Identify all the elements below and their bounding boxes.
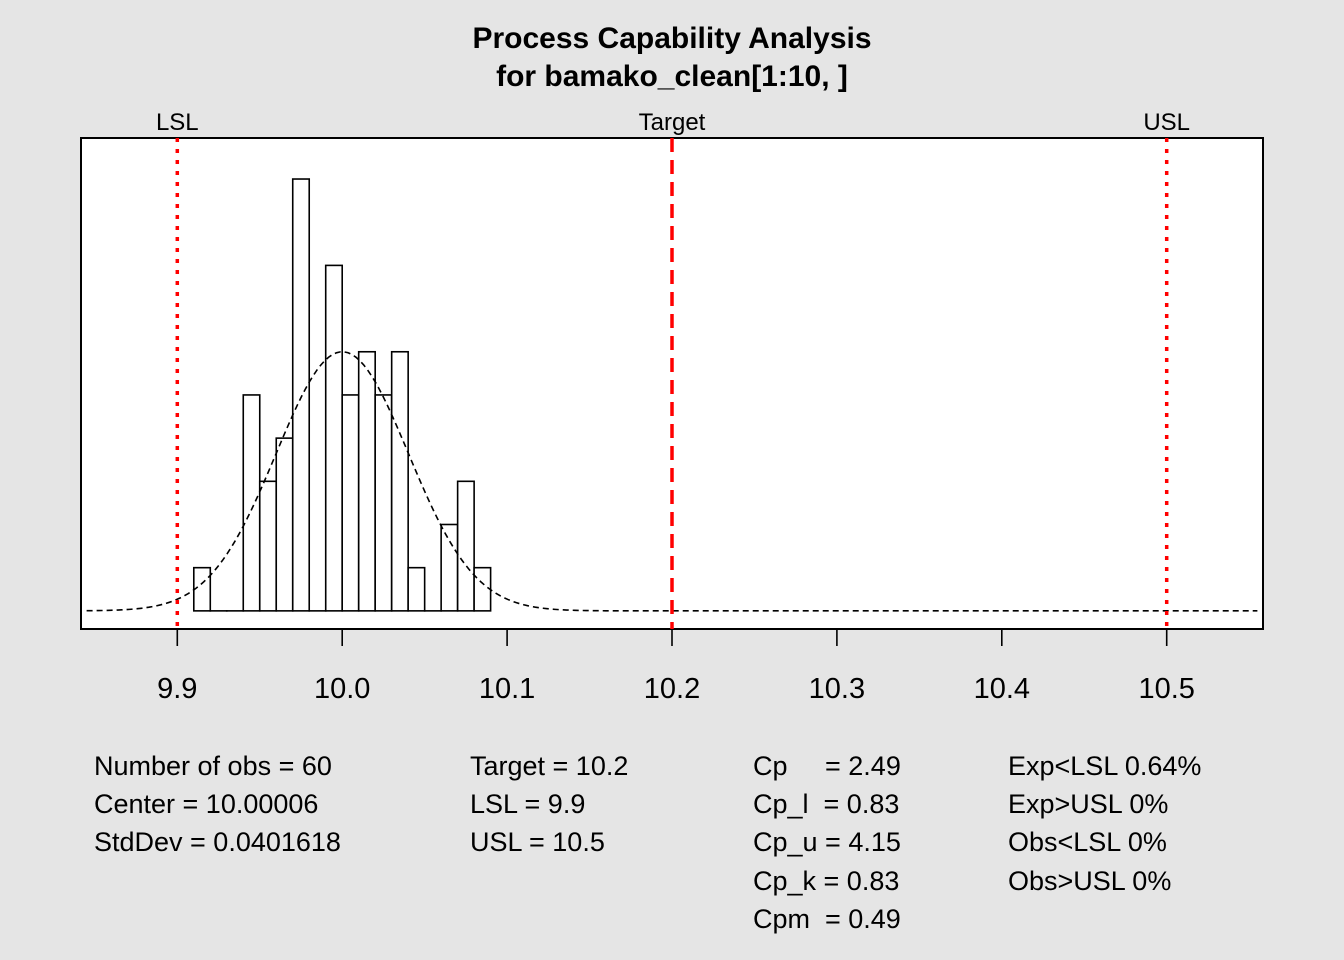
- stat-exp-lsl: Exp<LSL 0.64%: [1008, 751, 1202, 781]
- histogram-bar-8: [324, 264, 344, 612]
- x-tick-label-1: 10.0: [314, 673, 370, 705]
- stat-obs-lsl: Obs<LSL 0%: [1008, 827, 1167, 857]
- stat-exp-usl: Exp>USL 0%: [1008, 789, 1169, 819]
- stat-lsl: LSL = 9.9: [470, 789, 586, 819]
- x-tick-label-4: 10.3: [809, 673, 865, 705]
- spec-label-lsl: LSL: [156, 109, 199, 136]
- histogram-bar-9: [341, 394, 360, 612]
- spec-label-target: Target: [639, 109, 706, 136]
- stat-obs-usl: Obs>USL 0%: [1008, 866, 1172, 896]
- x-tick-label-0: 9.9: [157, 673, 197, 705]
- chart-subtitle: for bamako_clean[1:10, ]: [496, 60, 848, 93]
- histogram-bar-16: [456, 480, 475, 612]
- stat-center: Center = 10.00006: [94, 789, 319, 819]
- histogram-chart: LSL Target USL 9.9 10.0 10.1 10.2 10.3 10.4 10.5: [80, 109, 1264, 705]
- histogram-bar-12: [390, 350, 409, 612]
- histogram-bar-11: [374, 394, 393, 612]
- stat-target: Target = 10.2: [470, 751, 629, 781]
- stat-stddev: StdDev = 0.0401618: [94, 827, 341, 857]
- x-tick-label-3: 10.2: [644, 673, 700, 705]
- spec-label-usl: USL: [1143, 109, 1190, 136]
- histogram-bar-4: [258, 480, 278, 612]
- histogram-bar-17: [473, 566, 492, 612]
- histogram-bar-6: [291, 178, 311, 612]
- histogram-bar-0: [192, 566, 212, 612]
- histogram-bar-15: [440, 523, 459, 612]
- stat-cp-l: Cp_l = 0.83: [753, 789, 900, 819]
- stat-usl: USL = 10.5: [470, 827, 605, 857]
- stat-obs: Number of obs = 60: [94, 751, 332, 781]
- x-tick-label-2: 10.1: [479, 673, 535, 705]
- x-tick-label-5: 10.4: [974, 673, 1030, 705]
- histogram-bar-10: [357, 350, 376, 612]
- stat-cpm: Cpm = 0.49: [753, 904, 901, 934]
- stat-cp-k: Cp_k = 0.83: [753, 866, 900, 896]
- chart-title: Process Capability Analysis: [472, 22, 872, 55]
- stat-cp-u: Cp_u = 4.15: [753, 827, 901, 857]
- histogram-bar-13: [407, 566, 426, 612]
- stat-cp: Cp = 2.49: [753, 751, 901, 781]
- histogram-bar-5: [275, 437, 294, 612]
- x-tick-label-6: 10.5: [1138, 673, 1194, 705]
- histogram-bar-3: [242, 394, 261, 612]
